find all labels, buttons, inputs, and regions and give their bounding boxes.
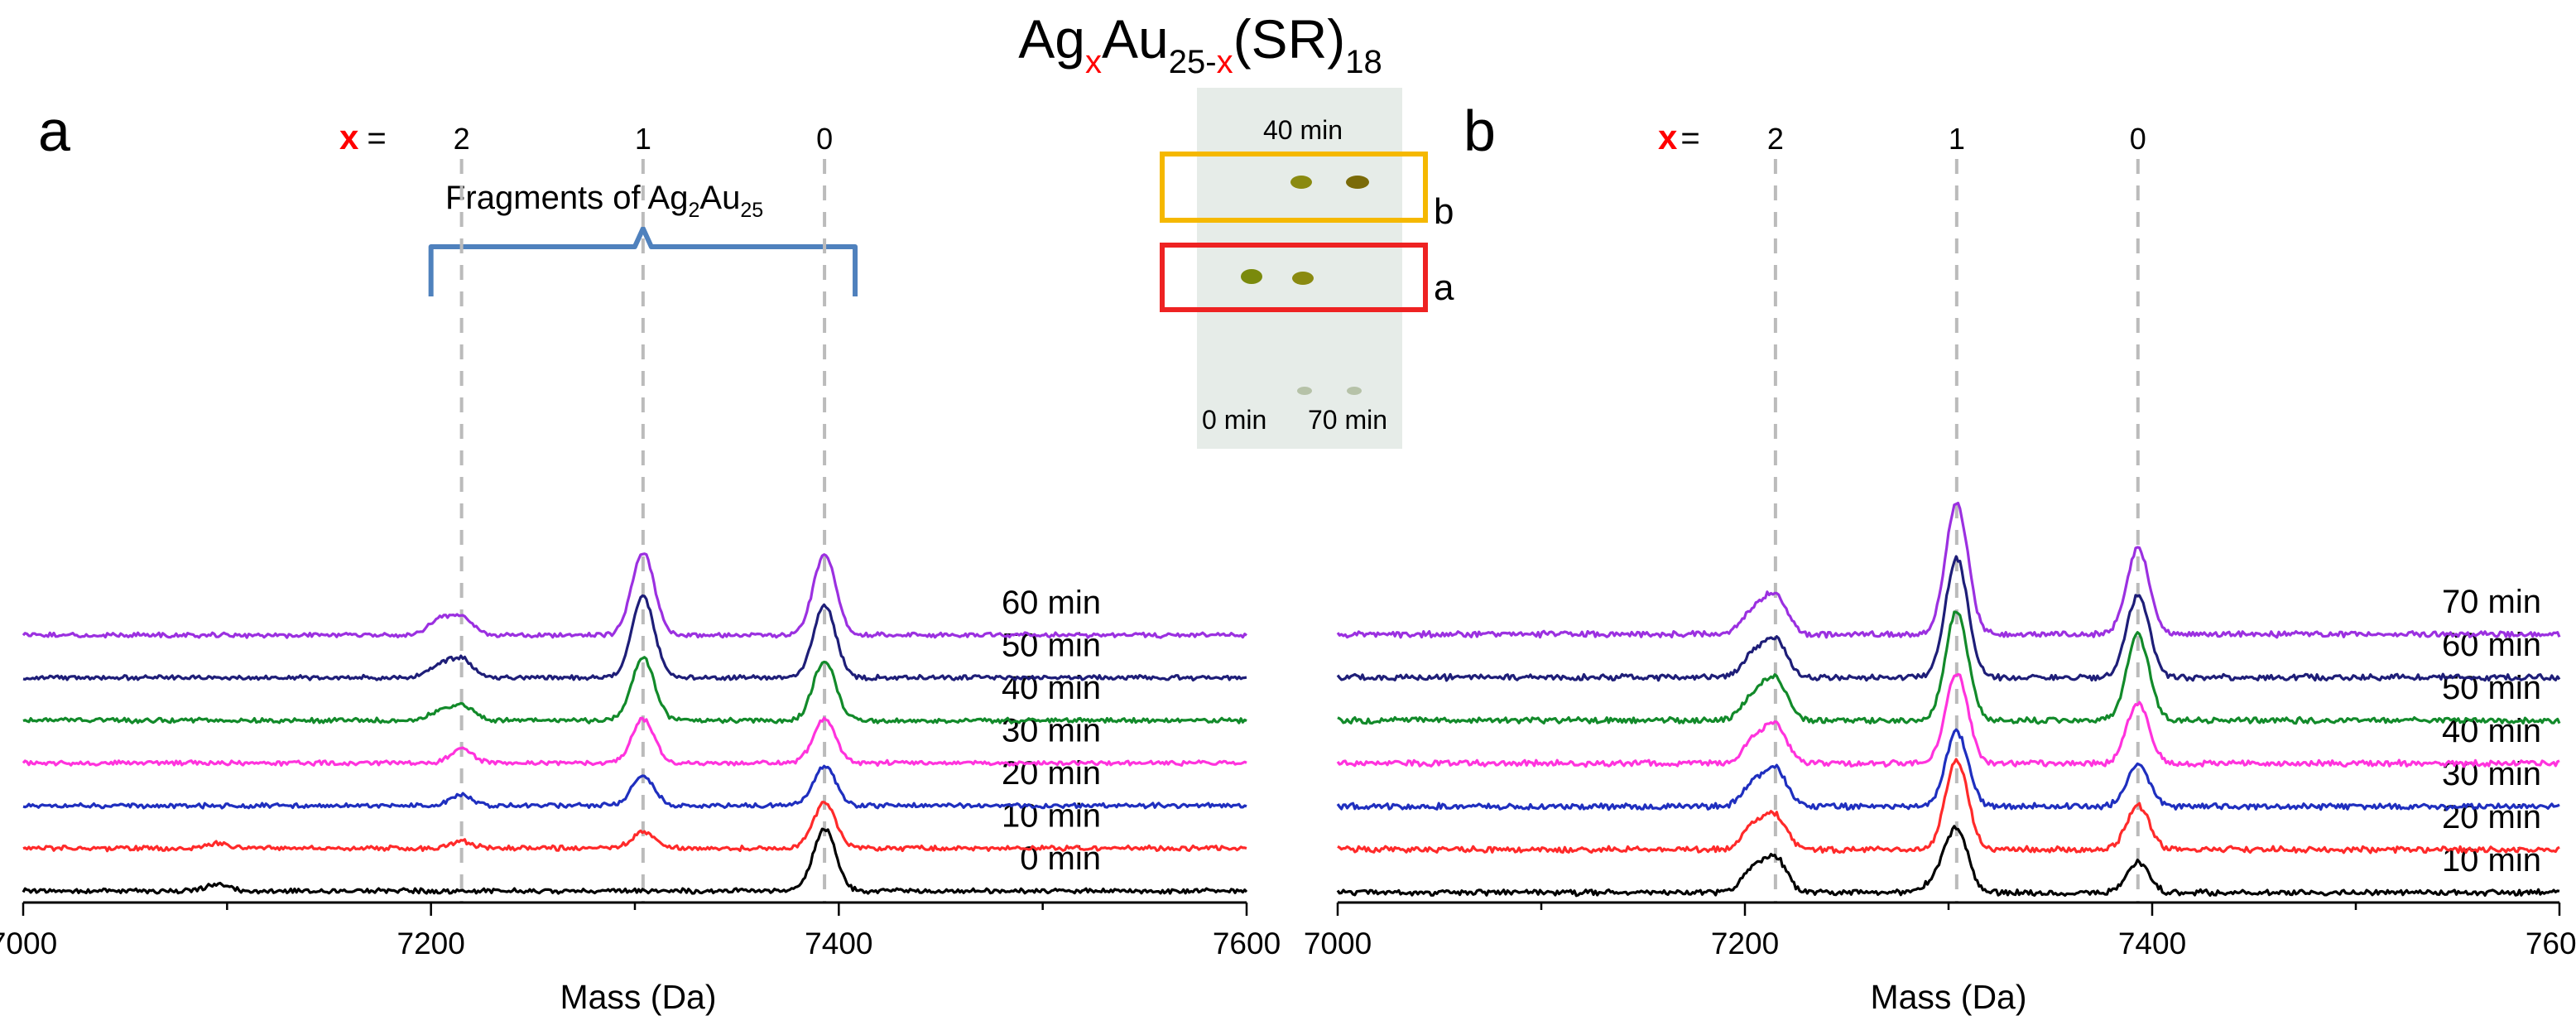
tlc-spot	[1241, 269, 1262, 284]
fragment-annotation: Fragments of Ag2Au25	[428, 180, 858, 296]
panel-b-letter: b	[1463, 99, 1496, 163]
panel-a-x-equals: x =	[339, 118, 387, 156]
x-tick-label: 7400	[2118, 927, 2186, 960]
series-40-min-trace	[1336, 672, 2560, 768]
fragment-label-sub1: 2	[688, 199, 699, 222]
title-base-ag: Ag	[1018, 8, 1085, 70]
tlc-spot	[1346, 176, 1369, 189]
fragment-label-mid: Au	[699, 180, 740, 216]
panel-b-x-axis: 7000 7200 7400 7600	[1304, 901, 2576, 960]
tlc-top-label: 40 min	[1263, 115, 1343, 145]
panel-b-guides: 2 1 0	[1767, 122, 2146, 903]
x-tick-label: 7200	[397, 927, 465, 960]
panel-a-x-symbol: x	[339, 118, 359, 156]
x-value-label-1: 1	[1949, 122, 1965, 156]
x-value-label-0: 0	[2130, 122, 2146, 156]
tlc-box-b	[1160, 152, 1428, 223]
series-50-min-trace	[22, 594, 1247, 682]
panel-b-x-axis-title: Mass (Da)	[1870, 978, 2026, 1016]
series-10-min-trace	[22, 801, 1247, 853]
series-20-min-trace	[22, 764, 1247, 810]
x-tick-label: 7000	[1304, 927, 1372, 960]
tlc-plate-inset: 40 min b a 0 min 70 min	[1160, 88, 1454, 449]
series-70-min-trace	[1336, 501, 2561, 639]
series-label: 20 min	[1002, 755, 1101, 792]
panel-a-equals-sign: =	[367, 120, 386, 156]
title-sub-25: 25-	[1169, 44, 1217, 80]
title-base-au: Au	[1102, 8, 1169, 70]
fragment-label-text: Fragments of Ag	[445, 180, 688, 216]
panel-b-x-symbol: x	[1658, 118, 1678, 156]
panel-a-letter: a	[38, 99, 70, 163]
series-10-min-trace	[1336, 825, 2560, 898]
x-tick-label: 7200	[1711, 927, 1779, 960]
tlc-bottom-left-label: 0 min	[1202, 405, 1266, 435]
series-30-min-trace	[1336, 728, 2560, 811]
figure-title: AgxAu25-x(SR)18	[1018, 8, 1382, 80]
series-20-min-trace	[1337, 758, 2560, 854]
fragment-label: Fragments of Ag2Au25	[445, 180, 763, 222]
panel-b-x-equals: x =	[1658, 118, 1700, 156]
panel-a-x-axis: 7000 7200 7400 7600	[0, 901, 1281, 960]
x-value-label-2: 2	[1767, 122, 1784, 156]
x-value-label-2: 2	[454, 122, 470, 156]
fragment-bracket	[428, 226, 858, 296]
tlc-box-a	[1160, 243, 1428, 312]
x-tick-label: 7400	[805, 927, 872, 960]
series-60-min-trace	[1336, 555, 2561, 682]
tlc-box-a-label: a	[1434, 267, 1454, 308]
fragment-label-sub2: 25	[740, 199, 763, 222]
panel-b-equals-sign: =	[1680, 120, 1699, 156]
tlc-box-b-label: b	[1434, 191, 1454, 232]
series-label: 60 min	[1002, 585, 1101, 621]
series-label: 40 min	[1002, 670, 1101, 706]
panel-a-x-axis-title: Mass (Da)	[560, 978, 716, 1016]
tlc-spot	[1292, 272, 1314, 285]
series-30-min-trace	[22, 716, 1247, 767]
x-tick-label: 7000	[0, 927, 57, 960]
x-value-label-0: 0	[816, 122, 833, 156]
series-60-min-trace	[22, 552, 1247, 639]
series-50-min-trace	[1337, 610, 2561, 725]
title-sub-x1: x	[1085, 44, 1102, 80]
tlc-spot	[1347, 387, 1362, 395]
tlc-spot	[1290, 176, 1312, 189]
series-label: 70 min	[2442, 584, 2541, 620]
x-value-label-1: 1	[635, 122, 651, 156]
x-tick-label: 7600	[1213, 927, 1281, 960]
title-sub-18: 18	[1345, 44, 1382, 80]
x-tick-label: 7600	[2526, 927, 2576, 960]
title-base-sr: (SR)	[1233, 8, 1346, 70]
tlc-spot	[1297, 387, 1312, 395]
panel-a-guides: 2 1 0	[454, 122, 833, 903]
series-40-min-trace	[22, 656, 1247, 724]
series-0-min-trace	[22, 827, 1248, 895]
tlc-bottom-right-label: 70 min	[1308, 405, 1387, 435]
title-sub-x2: x	[1217, 44, 1233, 80]
